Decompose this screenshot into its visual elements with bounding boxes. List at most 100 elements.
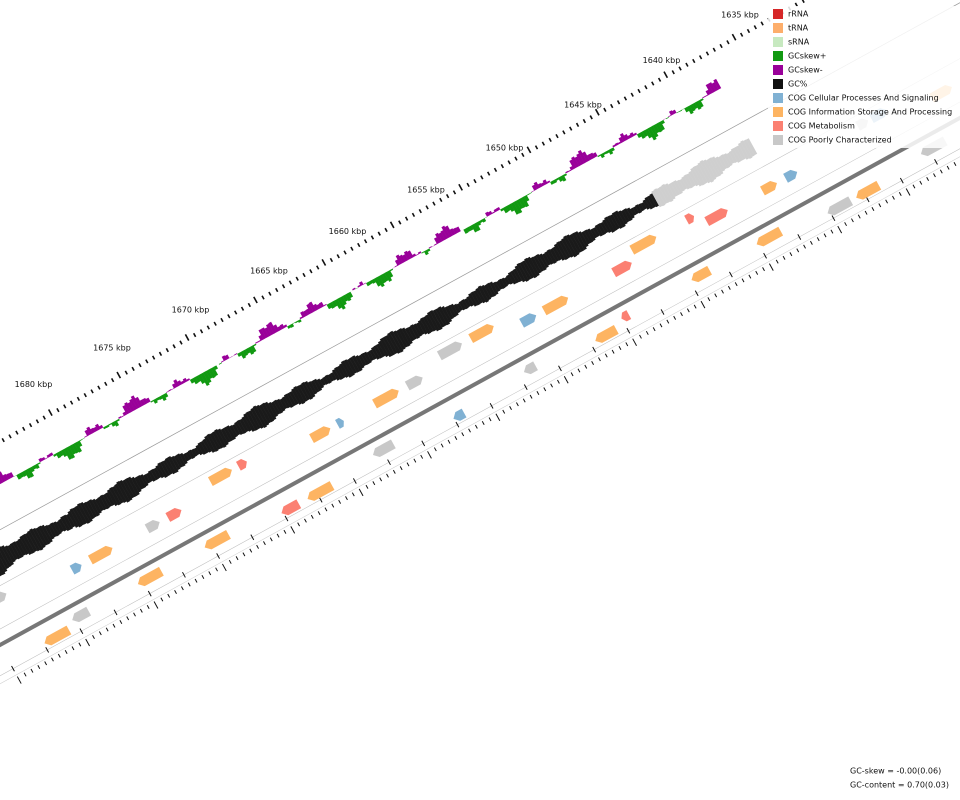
gc-skew-plus	[337, 297, 346, 310]
gc-content	[217, 428, 229, 446]
gc-content	[583, 229, 594, 244]
mid-tick	[934, 158, 938, 165]
gc-skew-plus	[692, 102, 698, 110]
gc-content	[182, 452, 190, 462]
gc-skew-minus	[308, 301, 317, 313]
tick	[138, 362, 142, 368]
gc-skew-minus	[417, 251, 422, 255]
gene	[281, 499, 302, 516]
gc-content	[155, 465, 165, 479]
gc-content	[252, 405, 268, 429]
gc-content	[60, 516, 71, 532]
gc-content	[248, 410, 261, 430]
gc-skew-plus	[513, 200, 523, 214]
gc-content	[360, 352, 370, 366]
inner-tick	[406, 462, 410, 467]
gc-content	[85, 500, 98, 518]
gene	[309, 426, 331, 443]
gene	[827, 196, 854, 216]
gc-skew-plus	[681, 108, 685, 111]
inner-tick	[119, 620, 123, 624]
gc-skew-minus	[277, 325, 283, 331]
tick	[630, 92, 634, 97]
gene	[856, 180, 882, 200]
gc-skew-plus	[555, 177, 560, 181]
gc-content	[24, 532, 38, 553]
gc-content	[147, 470, 157, 482]
gc-skew-plus	[213, 365, 219, 370]
gc-content	[626, 207, 635, 219]
gc-skew-plus	[116, 418, 120, 422]
tick	[794, 2, 798, 7]
gc-content	[157, 462, 168, 479]
inner-tick	[892, 195, 895, 200]
gc-skew-plus	[381, 272, 389, 282]
gc-skew-plus	[197, 374, 206, 384]
gc-skew-plus	[676, 111, 680, 114]
tick	[657, 77, 662, 82]
gc-content	[617, 210, 628, 225]
gc-content	[577, 231, 589, 248]
gc-skew-plus	[21, 470, 27, 477]
gc-skew-minus	[86, 426, 93, 435]
gc-skew-minus	[279, 323, 285, 330]
gc-content	[179, 452, 188, 465]
gc-skew-plus	[26, 467, 35, 478]
gc-skew-minus	[122, 405, 130, 415]
inner-tick	[139, 608, 143, 613]
inner-tick	[392, 469, 396, 474]
gc-content	[419, 317, 432, 335]
tick	[116, 371, 122, 379]
tick	[63, 404, 67, 409]
gc-content	[673, 180, 683, 195]
gc-skew-minus	[623, 134, 630, 141]
mid-tick	[899, 177, 904, 184]
gc-content	[398, 328, 411, 347]
gc-content	[307, 381, 318, 395]
gc-content	[468, 292, 478, 307]
gene	[204, 530, 231, 550]
tick	[445, 194, 450, 199]
gc-content	[387, 332, 401, 354]
tick	[411, 212, 416, 218]
gc-content	[170, 455, 181, 471]
inner-tick	[57, 653, 61, 658]
inner-tick	[734, 282, 738, 287]
gc-skew-minus	[168, 389, 172, 392]
gc-content	[109, 487, 122, 506]
gc-content	[629, 207, 637, 216]
inner-tick	[304, 518, 307, 523]
gc-content	[514, 265, 526, 283]
gc-skew-plus	[189, 378, 195, 384]
legend-label: tRNA	[788, 24, 809, 33]
gc-content	[412, 323, 423, 337]
gc-skew-plus	[218, 362, 222, 365]
gc-skew-minus	[231, 355, 235, 357]
tick	[452, 190, 457, 195]
gc-skew-minus	[224, 354, 230, 360]
gc-skew-plus	[103, 426, 107, 430]
tick	[389, 221, 395, 229]
gc-skew-minus	[95, 423, 101, 431]
inner-tick	[37, 665, 41, 670]
gc-skew-plus	[13, 475, 17, 477]
gc-skew-minus	[438, 232, 446, 242]
gc-content	[590, 228, 598, 239]
inner-tick	[92, 635, 95, 640]
gc-skew-minus	[394, 265, 398, 268]
gc-content	[270, 401, 281, 415]
gc-skew-plus	[34, 463, 40, 470]
gc-skew-minus	[449, 228, 456, 236]
inner-tick	[536, 391, 540, 395]
tick	[268, 291, 272, 296]
tick	[124, 370, 128, 375]
gc-skew-minus	[531, 184, 538, 191]
inner-tick	[345, 496, 348, 501]
tick	[637, 88, 641, 94]
gene	[468, 324, 494, 344]
inner-tick	[78, 642, 82, 647]
gc-skew-minus	[589, 152, 595, 159]
gc-skew-minus	[258, 334, 264, 341]
gc-skew-plus	[558, 176, 564, 182]
tick	[439, 197, 443, 203]
